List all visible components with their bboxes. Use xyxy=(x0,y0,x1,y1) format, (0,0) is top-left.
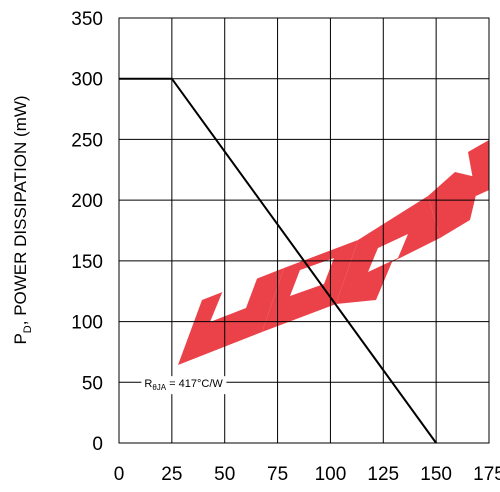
plot-frame xyxy=(118,17,490,444)
y-axis-label: PD, POWER DISSIPATION (mW) xyxy=(11,95,34,344)
x-tick-labels: 0 25 50 75 100 125 150 175 xyxy=(114,464,500,485)
watermark-shape-4 xyxy=(468,140,489,196)
y-tick-0: 0 xyxy=(92,434,103,455)
x-tick-50: 50 xyxy=(214,464,235,485)
x-tick-25: 25 xyxy=(161,464,182,485)
y-tick-200: 200 xyxy=(71,191,103,212)
y-tick-350: 350 xyxy=(71,9,103,30)
y-tick-labels: 0 50 100 150 200 250 300 350 xyxy=(71,9,103,455)
x-tick-0: 0 xyxy=(114,464,125,485)
series-line-0 xyxy=(119,77,437,444)
x-tick-100: 100 xyxy=(315,464,347,485)
x-tick-175: 175 xyxy=(473,464,500,485)
y-axis-label-main: P xyxy=(11,333,30,344)
annotation-rest: = 417°C/W xyxy=(166,378,223,390)
x-tick-75: 75 xyxy=(267,464,288,485)
annotation-main: R xyxy=(144,378,152,390)
annotation-box xyxy=(141,376,227,395)
x-tick-150: 150 xyxy=(420,464,452,485)
watermark-shape-0 xyxy=(178,268,284,365)
y-tick-50: 50 xyxy=(82,373,103,394)
y-axis-label-sub: D xyxy=(22,325,34,333)
annotation-background xyxy=(141,376,227,395)
watermark-logo xyxy=(178,140,489,365)
y-tick-300: 300 xyxy=(71,70,103,91)
annotation-sub: θJA xyxy=(152,383,166,392)
x-tick-125: 125 xyxy=(367,464,399,485)
watermark-cutout-0 xyxy=(210,276,258,322)
series-group xyxy=(119,77,437,444)
y-tick-150: 150 xyxy=(71,252,103,273)
watermark-shape-3 xyxy=(428,172,480,238)
watermark-cutout-1 xyxy=(290,258,334,296)
watermark-cutout-2 xyxy=(368,234,408,272)
y-axis-label-rest: , POWER DISSIPATION (mW) xyxy=(11,95,30,325)
y-tick-100: 100 xyxy=(71,313,103,334)
thermal-resistance-annotation: RθJA = 417°C/W xyxy=(144,378,223,392)
y-tick-250: 250 xyxy=(71,130,103,151)
